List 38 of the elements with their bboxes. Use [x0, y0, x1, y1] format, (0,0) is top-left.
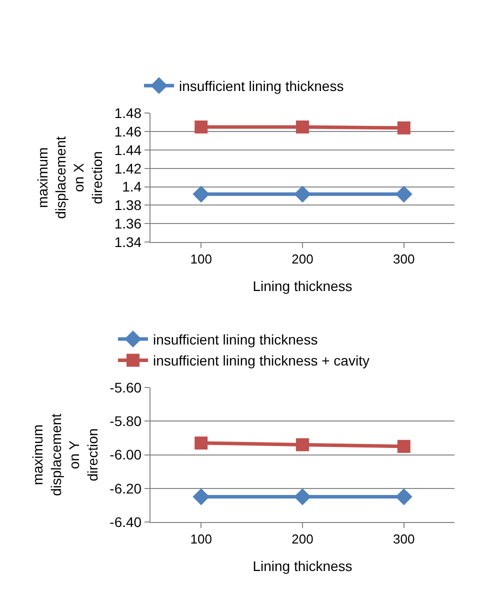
x-tick-label: 300	[393, 532, 415, 547]
y-tick-label: 1.48	[114, 105, 142, 122]
x-axis-title: Lining thickness	[252, 278, 352, 294]
y-tick-label: 1.42	[114, 160, 142, 176]
y-tick-label: -6.20	[110, 480, 142, 496]
point	[397, 121, 410, 134]
point	[192, 186, 210, 203]
y-tick-label: -6.00	[110, 446, 142, 463]
point	[296, 438, 309, 452]
y-tick-label: 1.36	[114, 216, 142, 232]
point	[395, 488, 412, 506]
y-tick-label: -5.80	[110, 413, 142, 430]
point	[296, 120, 309, 134]
x-axis-title: Lining thickness	[252, 558, 352, 574]
point	[294, 488, 311, 506]
point	[395, 186, 412, 203]
x-tick-label: 200	[292, 532, 314, 547]
y-tick-label: -5.60	[110, 380, 142, 396]
point	[294, 186, 311, 203]
x-tick-label: 200	[292, 252, 314, 267]
y-axis-title: maximum displacement on Y direction	[30, 413, 100, 496]
legend-label: insufficient lining thickness	[153, 331, 318, 348]
x-tick-label: 100	[190, 252, 212, 267]
legend-label: insufficient lining thickness + cavity	[153, 352, 370, 369]
y-tick-label: -6.40	[110, 514, 142, 530]
y-tick-label: 1.34	[114, 234, 142, 250]
y-tick-label: 1.46	[114, 124, 142, 140]
y-tick-label: 1.44	[114, 142, 142, 158]
point	[192, 488, 210, 506]
y-tick-label: 1.38	[114, 197, 142, 214]
y-axis-title: maximum displacement on X direction	[34, 136, 105, 219]
x-tick-label: 100	[190, 532, 212, 547]
point	[397, 440, 410, 453]
x-tick-label: 300	[393, 252, 415, 267]
legend-label: insufficient lining thickness	[179, 78, 344, 94]
y-tick-label: 1.4	[122, 178, 142, 195]
point	[194, 120, 208, 134]
point	[194, 436, 208, 450]
